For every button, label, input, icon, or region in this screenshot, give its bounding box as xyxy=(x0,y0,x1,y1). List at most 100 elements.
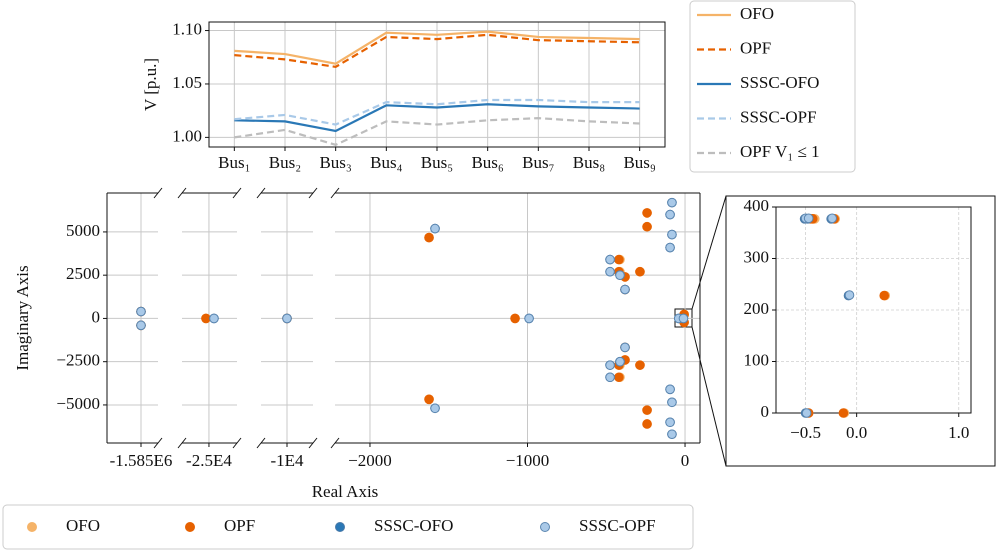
scatter-point xyxy=(667,229,677,240)
axis-break xyxy=(153,187,163,199)
x-tick-label: -1.585E6 xyxy=(110,451,173,470)
scatter-point xyxy=(665,242,675,253)
x-tick-label: Bus₄ xyxy=(370,153,402,172)
x-tick-label: −1000 xyxy=(506,451,550,470)
scatter-point xyxy=(838,408,849,418)
x-tick-label: Bus₆ xyxy=(471,153,503,172)
y-tick-label: −5000 xyxy=(56,394,100,413)
x-tick-label: 0.0 xyxy=(846,423,867,442)
x-tick-label: −2000 xyxy=(348,451,392,470)
y-tick-label: 1.05 xyxy=(172,73,202,92)
scatter-point xyxy=(136,320,146,331)
y-tick-label: 0 xyxy=(761,402,770,421)
legend-box xyxy=(2,504,694,550)
legend-marker xyxy=(540,522,550,532)
legend-label: OFO xyxy=(66,516,100,535)
x-tick-label: Bus₂ xyxy=(269,153,301,172)
y-tick-label: 2500 xyxy=(66,264,100,283)
scatter-point xyxy=(430,403,440,414)
legend-label: SSSC-OFO xyxy=(374,516,453,535)
zoom-connector xyxy=(691,195,727,310)
scatter-point xyxy=(430,223,440,234)
scatter-point xyxy=(667,429,677,440)
scatter-point xyxy=(424,232,434,243)
scatter-point xyxy=(605,360,615,370)
scatter-point xyxy=(136,306,146,317)
legend-marker xyxy=(335,522,345,532)
scatter-point xyxy=(642,405,652,415)
y-tick-label: 200 xyxy=(744,299,770,318)
scatter-point xyxy=(424,394,434,405)
axis-break xyxy=(330,187,340,199)
scatter-point xyxy=(667,197,677,208)
scatter-point xyxy=(201,313,211,324)
y-tick-label: 1.10 xyxy=(172,19,202,38)
x-tick-label: -1E4 xyxy=(270,451,304,470)
line-series xyxy=(234,30,640,65)
x-tick-label: Bus₈ xyxy=(573,153,605,172)
legend-marker xyxy=(185,522,195,532)
scatter-point xyxy=(665,384,675,395)
scatter-point xyxy=(605,372,615,383)
legend-box xyxy=(689,0,856,173)
axis-break xyxy=(177,187,187,199)
scatter-point xyxy=(827,213,837,224)
zoom-connector xyxy=(691,326,727,467)
y-axis-label: V [p.u.] xyxy=(141,58,160,111)
axis-break xyxy=(153,437,163,449)
plot-frame xyxy=(208,21,666,148)
scatter-point xyxy=(667,397,677,408)
axis-break xyxy=(256,437,266,449)
legend-label: OPF V₁ ≤ 1 xyxy=(740,142,820,161)
scatter-point xyxy=(844,290,855,300)
y-tick-label: 5000 xyxy=(66,221,100,240)
axis-break xyxy=(256,187,266,199)
legend-label: SSSC-OFO xyxy=(740,73,819,92)
scatter-point xyxy=(209,313,219,324)
x-tick-label: -2.5E4 xyxy=(186,451,232,470)
scatter-point xyxy=(678,313,689,324)
legend-label: SSSC-OPF xyxy=(740,107,817,126)
inset-box xyxy=(725,195,996,467)
legend-label: SSSC-OPF xyxy=(579,516,656,535)
legend-marker xyxy=(27,522,37,532)
axis-break xyxy=(308,437,318,449)
scatter-point xyxy=(642,208,652,218)
line-series xyxy=(234,117,640,147)
scatter-point xyxy=(803,213,814,224)
axis-break xyxy=(177,437,187,449)
axis-break xyxy=(232,437,242,449)
y-tick-label: 300 xyxy=(744,247,770,266)
x-tick-label: Bus₅ xyxy=(421,153,453,172)
scatter-point xyxy=(879,290,890,301)
scatter-point xyxy=(605,254,615,265)
legend-label: OPF xyxy=(224,516,255,535)
legend-label: OFO xyxy=(740,4,774,23)
scatter-point xyxy=(615,270,625,280)
scatter-point xyxy=(620,342,630,353)
axis-break xyxy=(308,187,318,199)
y-tick-label: −2500 xyxy=(56,351,100,370)
scatter-point xyxy=(524,313,534,324)
x-tick-label: −0.5 xyxy=(790,423,821,442)
y-axis-label: Imaginary Axis xyxy=(13,265,32,370)
axis-break xyxy=(330,437,340,449)
scatter-point xyxy=(665,209,675,220)
x-tick-label: Bus₇ xyxy=(522,153,554,172)
scatter-point xyxy=(605,266,615,277)
scatter-point xyxy=(614,372,624,383)
legend-label: OPF xyxy=(740,38,771,57)
x-tick-label: Bus₃ xyxy=(319,153,351,172)
x-axis-label: Real Axis xyxy=(312,482,379,501)
line-series xyxy=(234,33,640,69)
x-tick-label: Bus₁ xyxy=(218,153,250,172)
x-tick-label: Bus₉ xyxy=(623,153,655,172)
scatter-point xyxy=(282,313,292,324)
x-tick-label: 1.0 xyxy=(948,423,969,442)
scatter-point xyxy=(620,284,630,295)
line-series xyxy=(234,103,640,133)
y-tick-label: 100 xyxy=(744,350,770,369)
y-tick-label: 1.00 xyxy=(172,126,202,145)
line-series xyxy=(234,98,640,126)
